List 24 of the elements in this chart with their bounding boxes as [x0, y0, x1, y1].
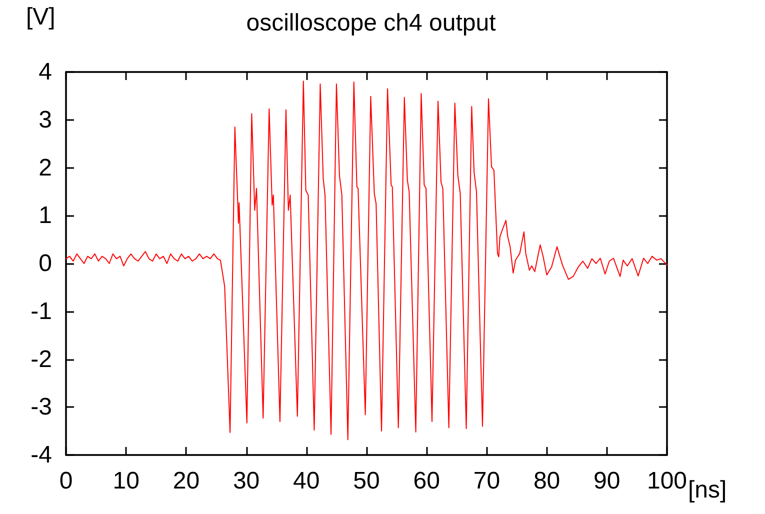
y-tick-label: -1 — [30, 298, 52, 325]
x-tick-label: 80 — [533, 468, 560, 494]
x-tick-label: 60 — [413, 468, 440, 494]
x-tick-label: 70 — [473, 468, 500, 494]
y-tick-label: 1 — [38, 202, 52, 230]
y-tick-label: -3 — [30, 394, 52, 421]
x-tick-label: 30 — [232, 468, 260, 494]
y-tick-label: -4 — [30, 442, 52, 468]
x-tick-label: 100 — [646, 468, 688, 494]
x-tick-label: 0 — [59, 468, 73, 494]
y-tick-label: 2 — [38, 154, 52, 182]
y-tick-label: -2 — [30, 346, 52, 373]
x-tick-label: 90 — [594, 468, 620, 494]
x-tick-label: 10 — [112, 468, 140, 494]
y-axis-title: [V] — [26, 4, 56, 30]
x-tick-label: 40 — [293, 468, 320, 494]
line-series — [66, 80, 668, 440]
x-tick-label: 50 — [353, 468, 380, 494]
y-tick-label: 4 — [38, 58, 52, 86]
x-axis-title: [ns] — [688, 476, 727, 504]
y-tick-label: 0 — [38, 250, 52, 277]
x-tick-label: 20 — [172, 468, 200, 494]
chart-title: oscilloscope ch4 output — [246, 10, 496, 36]
y-tick-label: 3 — [38, 106, 52, 134]
